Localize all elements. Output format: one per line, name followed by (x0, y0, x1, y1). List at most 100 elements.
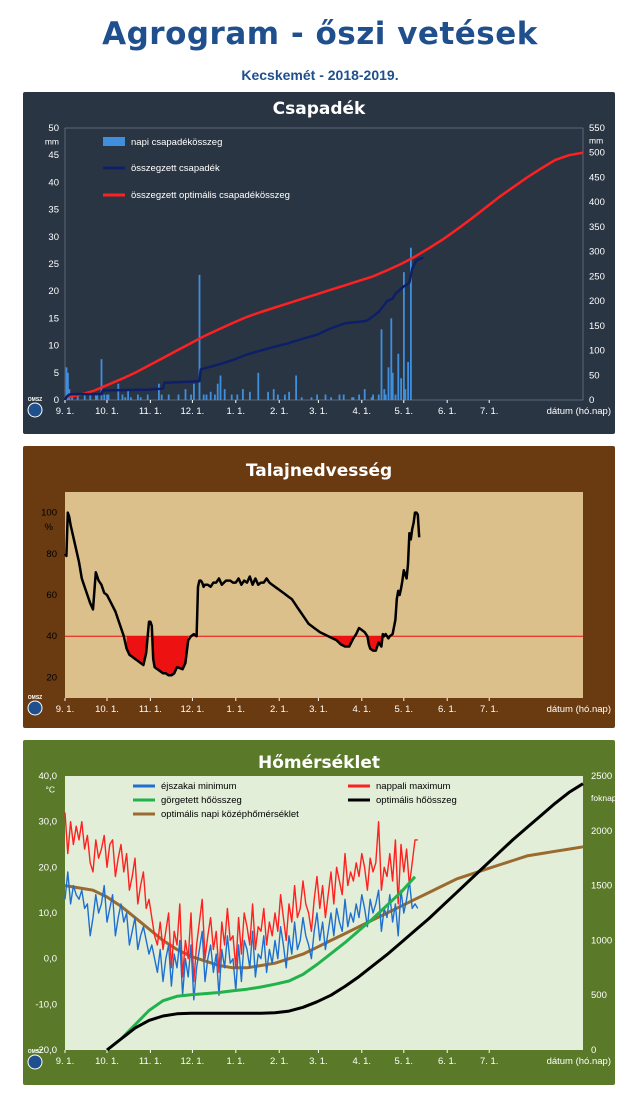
precip-bar (257, 372, 260, 400)
precip-bar (377, 394, 380, 400)
precip-bar (83, 394, 86, 400)
precip-bar (363, 389, 366, 400)
y-left-tick-label: 15 (48, 313, 59, 324)
precip-bar (76, 394, 79, 400)
temp-title: Hőmérséklet (258, 753, 380, 773)
legend-day-max-label: nappali maximum (376, 781, 451, 792)
x-tick-label: 6. 1. (438, 406, 457, 417)
temperature-chart: Hőmérséklet -20,0 -10,0 0,0 10,0 20,0 30,0 40,0… (27, 753, 615, 1070)
precip-bar (403, 272, 405, 400)
y-left-tick-label: 0 (54, 395, 59, 406)
optimal-cum-precip-line (64, 151, 584, 399)
legend-swatch-daily (103, 137, 125, 146)
precip-bar (107, 394, 110, 400)
precip-bar (295, 375, 297, 400)
x-tick-label: 12. 1. (181, 406, 205, 417)
precip-bar (137, 394, 139, 400)
precip-bar (267, 391, 269, 400)
y-left-tick-label: 30,0 (39, 817, 58, 828)
legend-night-min-label: éjszakai minimum (161, 781, 237, 792)
y-left-tick-label: 25 (48, 259, 59, 270)
x-tick-label: 4. 1. (353, 704, 372, 715)
precip-bar (277, 394, 279, 400)
precip-bar (106, 394, 108, 400)
x-tick-label: 1. 1. (227, 406, 246, 417)
legend-label-cum: összegzett csapadék (131, 163, 220, 174)
precip-bar (160, 394, 163, 400)
precip-bar (184, 389, 187, 400)
x-axis-label: dátum (hó.nap) (547, 704, 611, 715)
omsz-logo-text: OMSZ (28, 1049, 42, 1055)
y-right-tick-label: 550 (589, 123, 605, 134)
cum-precip-line (63, 256, 424, 401)
y-left-tick-label: -20,0 (35, 1045, 57, 1056)
precip-bar (342, 394, 345, 400)
omsz-logo (27, 1054, 43, 1070)
y-right-tick-label: 350 (589, 222, 605, 233)
x-tick-label: 7. 1. (480, 704, 499, 715)
soil-title: Talajnedvesség (246, 461, 392, 481)
x-tick-label: 2. 1. (270, 406, 289, 417)
precip-bar (390, 318, 393, 400)
y-left-tick-label: 30 (48, 232, 59, 243)
y-right-tick-label: 150 (589, 321, 605, 332)
page-title: Agrogram - őszi vetések (102, 16, 538, 52)
precip-bar (214, 394, 216, 400)
precip-bar (167, 394, 170, 400)
precip-bar (384, 394, 387, 400)
x-tick-label: 5. 1. (395, 1056, 414, 1067)
y-right-tick-label: 400 (589, 197, 605, 208)
precip-bar (67, 372, 69, 400)
x-tick-label: 6. 1. (438, 1056, 457, 1067)
y-left-unit: °C (45, 785, 55, 795)
soil-panel: Talajnedvesség 20 40 60 80 100% 9. 1. 10. 1. 11.… (23, 446, 615, 728)
x-tick-label: 12. 1. (181, 1056, 205, 1067)
y-left-tick-label: 0,0 (44, 954, 57, 965)
temp-plot-area (65, 776, 583, 1050)
y-left-tick-label: 20 (48, 286, 59, 297)
x-tick-label: 11. 1. (139, 406, 162, 417)
y-left-tick-label: 50 (48, 123, 59, 134)
x-tick-label: 12. 1. (181, 704, 205, 715)
precip-bar (407, 361, 409, 400)
precip-bar (190, 394, 192, 400)
precip-bar (330, 397, 332, 400)
precip-bar (272, 389, 275, 400)
precip-bar (404, 389, 407, 400)
x-tick-label: 1. 1. (227, 704, 246, 715)
precip-bar (397, 353, 400, 400)
precip-bar (65, 367, 68, 400)
x-tick-label: 9. 1. (56, 704, 75, 715)
deficit-area (368, 636, 382, 651)
page-subtitle: Kecskemét - 2018-2019. (241, 67, 399, 83)
precip-bar (372, 394, 374, 400)
precip-bar (219, 375, 222, 400)
precip-bar (288, 391, 290, 400)
precip-plot-area (64, 127, 584, 401)
y-tick-label: 80 (46, 549, 57, 560)
x-tick-label: 11. 1. (139, 1056, 162, 1067)
omsz-logo-text: OMSZ (28, 695, 42, 701)
precip-bar (242, 389, 244, 400)
precip-bar (410, 247, 412, 400)
precip-bar (351, 397, 353, 400)
precip-bar (383, 389, 386, 400)
x-tick-label: 4. 1. (353, 406, 372, 417)
x-tick-label: 2. 1. (270, 1056, 289, 1067)
precip-bar (352, 397, 355, 400)
y-right-tick-label: 200 (589, 296, 605, 307)
night-min-line (64, 871, 419, 1001)
precip-bar (338, 394, 341, 400)
precip-bar (236, 394, 239, 400)
y-right-tick-label: 0 (591, 1045, 596, 1056)
precip-bar (146, 394, 149, 400)
precip-bar (100, 359, 103, 400)
precip-bar (316, 394, 318, 400)
y-right-tick-label: 1500 (591, 881, 612, 892)
precip-title: Csapadék (273, 99, 366, 119)
y-left-tick-label: 5 (54, 368, 59, 379)
y-tick-label: 40 (46, 631, 57, 642)
optimal-heat-sum-line (106, 782, 584, 1052)
precip-bar (127, 389, 129, 400)
x-tick-label: 9. 1. (56, 1056, 75, 1067)
